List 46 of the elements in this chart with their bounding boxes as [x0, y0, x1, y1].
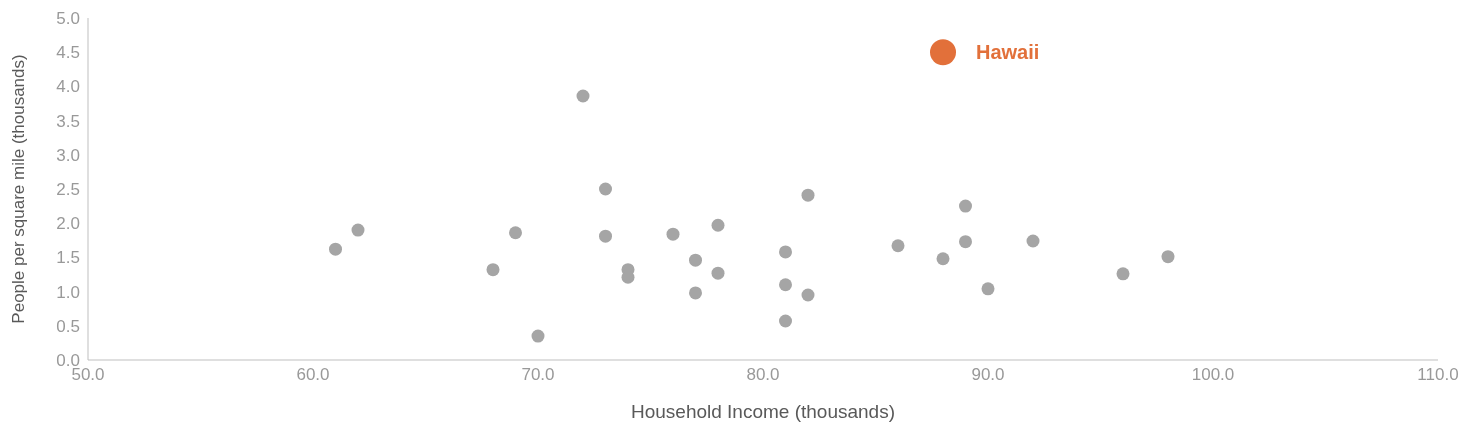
y-axis-title: People per square mile (thousands) — [9, 54, 29, 324]
point — [779, 245, 792, 259]
point — [531, 329, 545, 343]
point — [959, 235, 972, 249]
point — [779, 314, 792, 328]
point — [689, 253, 702, 267]
point — [599, 182, 612, 196]
point — [936, 252, 950, 266]
point — [801, 288, 815, 302]
point — [486, 263, 500, 277]
point — [689, 286, 702, 300]
series-label: Hawaii — [976, 41, 1040, 64]
point — [509, 226, 522, 240]
point — [351, 223, 365, 237]
y-tick-label: 1.0 — [56, 282, 80, 302]
x-tick-label: 80.0 — [746, 365, 780, 385]
y-tick-label: 5.0 — [56, 9, 80, 29]
point — [1161, 250, 1175, 264]
point — [599, 229, 612, 243]
x-tick-label: 70.0 — [521, 365, 555, 385]
point — [711, 218, 725, 232]
x-tick-label: 100.0 — [1191, 365, 1235, 385]
point — [981, 282, 995, 296]
x-tick-label: 90.0 — [971, 365, 1005, 385]
point — [576, 89, 590, 103]
point — [1026, 234, 1040, 248]
y-tick-label: 0.5 — [56, 316, 80, 336]
point — [959, 199, 972, 213]
point — [930, 39, 956, 66]
y-tick-label: 2.5 — [56, 180, 80, 200]
point — [711, 266, 725, 280]
y-tick-label: 3.5 — [56, 111, 80, 131]
y-tick-label: 4.0 — [56, 77, 80, 97]
y-tick-label: 2.0 — [56, 214, 80, 234]
point — [329, 242, 342, 256]
point — [801, 188, 815, 202]
x-axis-title: Household Income (thousands) — [630, 401, 896, 422]
y-tick-label: 1.5 — [56, 248, 80, 268]
y-tick-label: 3.0 — [56, 145, 80, 165]
x-tick-label: 110.0 — [1417, 365, 1459, 385]
point — [666, 227, 680, 241]
point — [779, 278, 792, 292]
x-tick-label: 60.0 — [296, 365, 330, 385]
point — [891, 239, 905, 253]
point — [1116, 267, 1130, 281]
y-tick-label: 4.5 — [56, 43, 80, 63]
